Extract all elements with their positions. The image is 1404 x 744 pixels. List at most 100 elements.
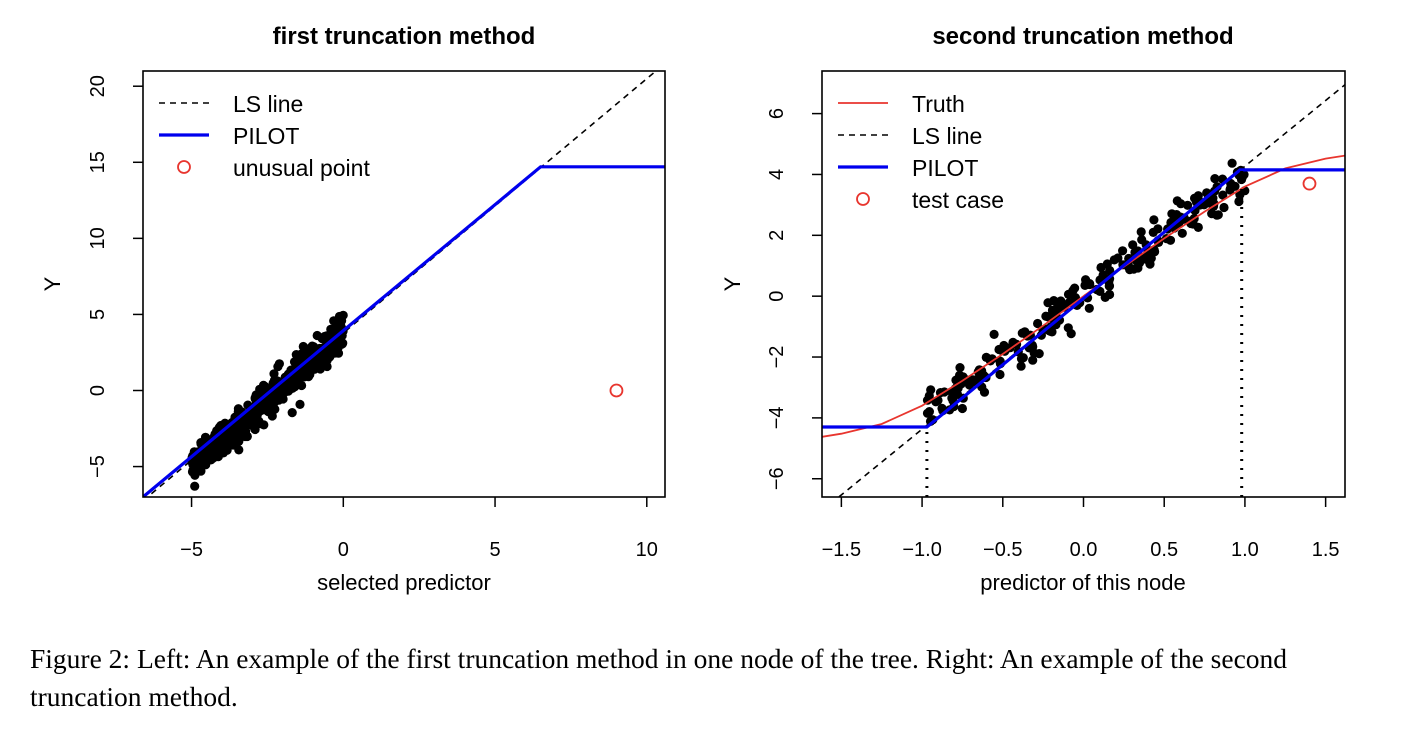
- y-tick-label: 2: [766, 230, 788, 241]
- data-point: [1212, 210, 1222, 220]
- data-point: [222, 445, 232, 455]
- figure: first truncation method −5 0 5 10 selected pr…: [40, 23, 1346, 595]
- data-point: [1136, 227, 1146, 237]
- x-tick-label: −1.5: [822, 539, 861, 561]
- series-line-truth: [822, 154, 1345, 438]
- data-point: [298, 341, 308, 352]
- x-axis: −5 0 5 10 selected predictor: [180, 497, 658, 595]
- chart-title: first truncation method: [273, 23, 536, 50]
- data-point: [273, 362, 283, 372]
- data-point: [1128, 240, 1138, 250]
- data-point: [926, 385, 936, 395]
- data-point: [1177, 228, 1187, 238]
- data-point: [989, 329, 999, 339]
- y-tick-label: 4: [766, 169, 788, 180]
- legend-item: Truth: [838, 91, 965, 117]
- y-tick-label: −6: [766, 467, 788, 490]
- data-point: [968, 375, 978, 385]
- data-point: [994, 344, 1004, 355]
- data-point: [190, 481, 200, 491]
- legend-item: LS line: [159, 91, 303, 117]
- data-point: [196, 466, 206, 476]
- x-axis-label: predictor of this node: [980, 570, 1185, 595]
- data-point: [1063, 323, 1073, 333]
- data-point: [1028, 355, 1038, 365]
- data-point: [955, 363, 965, 373]
- data-point: [228, 440, 238, 450]
- data-point: [1172, 196, 1182, 206]
- data-point: [259, 420, 269, 430]
- x-tick-label: 0.5: [1150, 539, 1178, 561]
- data-point: [188, 465, 198, 475]
- data-point: [334, 339, 344, 349]
- y-tick-label: −2: [766, 346, 788, 369]
- data-point: [1218, 190, 1228, 200]
- data-point: [1134, 258, 1145, 268]
- x-tick-label: 0.0: [1070, 539, 1098, 561]
- data-point: [1105, 289, 1115, 300]
- legend-label: PILOT: [233, 123, 299, 149]
- legend-label: unusual point: [233, 155, 370, 181]
- y-tick-label: 6: [766, 108, 788, 119]
- legend: Truth LS line PILOT test case: [838, 91, 1004, 213]
- y-tick-label: 10: [87, 227, 109, 249]
- x-tick-label: 10: [636, 539, 658, 561]
- data-point: [222, 434, 232, 444]
- legend-label: test case: [912, 187, 1004, 213]
- series-point-unusual-point: [609, 383, 624, 398]
- series-point-test-case: [1302, 176, 1317, 191]
- legend-item: test case: [856, 187, 1004, 213]
- data-point: [1085, 279, 1095, 289]
- legend-label: PILOT: [912, 155, 978, 181]
- legend: LS line PILOT unusual point: [159, 91, 370, 181]
- legend-item: unusual point: [177, 155, 370, 181]
- data-point: [1153, 224, 1163, 234]
- data-point: [922, 395, 933, 405]
- data-point: [212, 443, 222, 454]
- data-point: [1113, 253, 1123, 263]
- legend-item: PILOT: [838, 155, 978, 181]
- x-tick-label: 5: [489, 539, 500, 561]
- data-point: [1118, 246, 1128, 256]
- y-axis-label: Y: [720, 276, 745, 291]
- figure-caption: Figure 2: Left: An example of the first …: [30, 643, 1288, 712]
- data-point: [270, 404, 280, 414]
- legend-label: LS line: [912, 123, 982, 149]
- legend-item: LS line: [838, 123, 982, 149]
- data-point: [315, 351, 325, 361]
- data-point: [1230, 181, 1240, 191]
- x-tick-label: 1.0: [1231, 539, 1259, 561]
- chart-panel-2: second truncation method −1.5 −1.0 −0.5 0.0 0…: [720, 23, 1346, 595]
- plot-frame: [142, 70, 666, 498]
- data-point: [1193, 222, 1203, 232]
- data-point: [295, 399, 305, 409]
- data-point: [1033, 318, 1043, 329]
- legend-swatch: [177, 160, 191, 174]
- data-point: [1149, 215, 1159, 225]
- data-point: [1210, 174, 1220, 184]
- data-point: [1165, 235, 1176, 245]
- data-point: [1028, 342, 1038, 352]
- x-tick-label: −0.5: [983, 539, 1022, 561]
- data-point: [1167, 209, 1177, 219]
- plot-area: [822, 84, 1345, 497]
- data-point: [1043, 298, 1053, 308]
- data-point: [329, 316, 339, 326]
- legend-label: Truth: [912, 91, 965, 117]
- data-point: [267, 397, 277, 407]
- y-tick-label: −4: [766, 406, 788, 429]
- y-axis-label: Y: [40, 276, 65, 291]
- series-line-pilot: [822, 168, 1345, 429]
- x-tick-label: 0: [338, 539, 349, 561]
- y-tick-label: 15: [87, 151, 109, 173]
- y-tick-label: 20: [87, 75, 109, 97]
- legend-swatch: [856, 192, 870, 206]
- x-tick-label: −1.0: [902, 539, 941, 561]
- x-tick-label: 1.5: [1312, 539, 1340, 561]
- data-point: [276, 387, 286, 397]
- y-tick-label: −5: [87, 455, 109, 478]
- data-point: [292, 374, 302, 384]
- data-point: [1227, 158, 1237, 168]
- data-point: [197, 455, 207, 465]
- data-point: [250, 424, 260, 435]
